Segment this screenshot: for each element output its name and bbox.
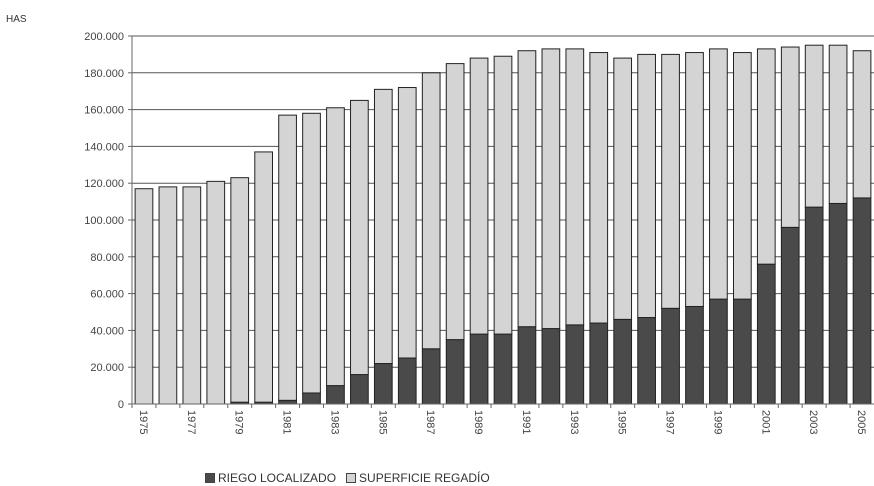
bar-superficie-regadio [206, 180, 226, 405]
legend-label-superficie-regadio: SUPERFICIE REGADÍO [359, 471, 490, 485]
bar-riego-localizado [326, 385, 345, 405]
y-axis-label: HAS [6, 14, 27, 25]
bar-riego-localizado [732, 298, 752, 405]
bar-superficie-regadio [158, 186, 178, 405]
x-tick-label: 1997 [664, 410, 676, 434]
x-tick-label: 1993 [568, 410, 580, 434]
y-tick-label: 100.000 [84, 215, 124, 227]
x-tick-label: 1995 [616, 410, 628, 434]
bar-riego-localizado [278, 399, 297, 405]
bar-superficie-regadio [445, 63, 465, 341]
bar-superficie-regadio [397, 87, 417, 359]
bar-riego-localizado [589, 322, 609, 405]
legend-item-superficie-regadio: SUPERFICIE REGADÍO [346, 471, 490, 485]
bar-superficie-regadio [852, 50, 872, 199]
x-tick-label: 1987 [424, 410, 436, 434]
bar-riego-localizado [661, 307, 680, 405]
bar-riego-localizado [373, 363, 393, 405]
legend-item-riego-localizado: RIEGO LOCALIZADO [205, 471, 336, 485]
y-tick-labels: 0 20.000 40.000 60.000 80.000 100.000 120.000 1… [84, 31, 132, 411]
x-tick-label: 2005 [855, 410, 867, 434]
x-tick-label: 1989 [472, 410, 484, 434]
bar-riego-localizado [685, 305, 704, 405]
legend-swatch-dark [205, 473, 215, 483]
bars-group [134, 44, 872, 405]
legend-label-riego-localizado: RIEGO LOCALIZADO [218, 471, 337, 485]
bar-superficie-regadio [565, 48, 585, 326]
bar-riego-localizado [637, 317, 656, 405]
bar-riego-localizado [493, 333, 513, 405]
bar-superficie-regadio [828, 44, 848, 204]
y-tick-label: 120.000 [84, 178, 124, 190]
bar-riego-localizado [421, 348, 441, 405]
x-tick-label: 1985 [376, 410, 388, 434]
bar-riego-localizado [350, 374, 369, 405]
bar-superficie-regadio [182, 186, 202, 405]
bar-riego-localizado [517, 326, 537, 405]
y-tick-label: 140.000 [84, 141, 124, 153]
bar-superficie-regadio [589, 52, 609, 324]
y-tick-label: 80.000 [90, 252, 124, 264]
bar-riego-localizado [709, 298, 728, 405]
x-tick-label: 1981 [281, 410, 293, 434]
x-tick-label: 1983 [328, 410, 340, 434]
bar-riego-localizado [445, 339, 465, 405]
x-tick-label: 1999 [711, 410, 723, 434]
bar-superficie-regadio [732, 52, 752, 300]
bar-riego-localizado [852, 197, 872, 405]
y-tick-label: 60.000 [90, 289, 124, 301]
x-tick-label: 1975 [137, 410, 149, 434]
bar-superficie-regadio [134, 188, 154, 405]
bar-superficie-regadio [493, 55, 513, 335]
bar-superficie-regadio [756, 48, 776, 265]
bar-riego-localizado [397, 357, 417, 405]
bar-superficie-regadio [278, 114, 297, 401]
bar-superficie-regadio [541, 48, 561, 330]
bar-superficie-regadio [804, 44, 824, 208]
bar-superficie-regadio [780, 46, 800, 228]
bar-superficie-regadio [637, 53, 656, 319]
x-tick-label: 2003 [807, 410, 819, 434]
x-tick-label: 1991 [520, 410, 532, 434]
bar-superficie-regadio [469, 57, 489, 335]
y-tick-label: 40.000 [90, 325, 124, 337]
bar-riego-localizado [613, 318, 633, 405]
bar-superficie-regadio [350, 99, 369, 376]
bar-riego-localizado [302, 392, 321, 405]
x-tick-label: 2001 [759, 410, 771, 434]
y-tick-label: 0 [118, 399, 124, 411]
legend: RIEGO LOCALIZADO SUPERFICIE REGADÍO [205, 471, 490, 485]
bar-superficie-regadio [685, 52, 704, 307]
bar-riego-localizado [780, 226, 800, 405]
bar-riego-localizado [565, 324, 585, 405]
bar-superficie-regadio [326, 107, 345, 387]
y-tick-label: 20.000 [90, 362, 124, 374]
bar-riego-localizado [756, 263, 776, 405]
bar-riego-localizado [804, 206, 824, 405]
bar-superficie-regadio [613, 57, 633, 320]
bar-superficie-regadio [421, 72, 441, 350]
x-tick-label: 1979 [233, 410, 245, 434]
bar-superficie-regadio [373, 88, 393, 365]
bar-superficie-regadio [254, 151, 274, 403]
y-tick-label: 160.000 [84, 105, 124, 117]
bar-superficie-regadio [230, 177, 250, 403]
bar-riego-localizado [541, 328, 561, 405]
bar-superficie-regadio [709, 48, 728, 300]
legend-swatch-light [346, 473, 357, 483]
bar-superficie-regadio [517, 50, 537, 328]
x-tick-labels: 1975 1977 1979 1981 1983 1985 1987 1989 1991 1993… [131, 404, 867, 434]
x-tick-label: 1977 [185, 410, 197, 434]
y-tick-label: 200.000 [84, 31, 124, 43]
bar-superficie-regadio [302, 112, 321, 394]
y-tick-label: 180.000 [84, 68, 124, 80]
bar-riego-localizado [469, 333, 489, 405]
bar-riego-localizado [828, 202, 848, 405]
bar-superficie-regadio [661, 53, 680, 309]
